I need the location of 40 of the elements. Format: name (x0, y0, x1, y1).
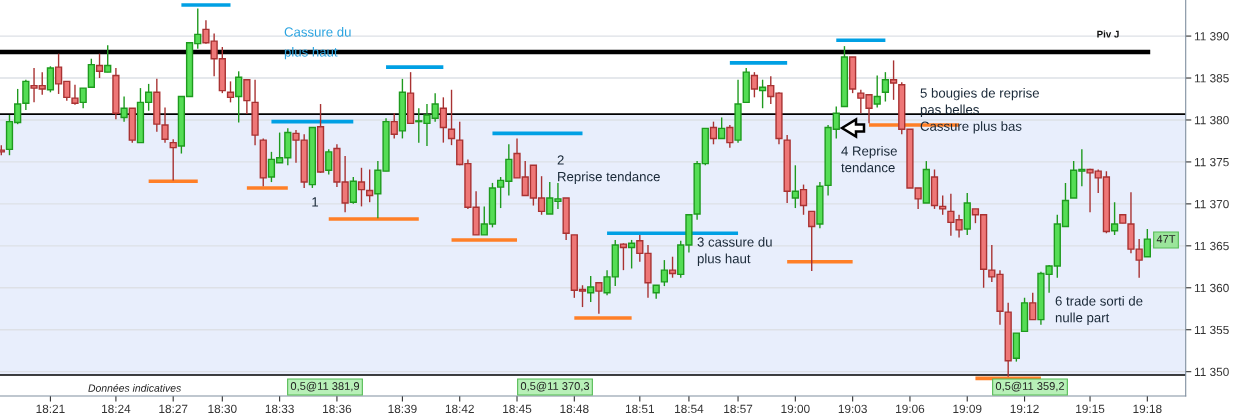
x-tick-label: 18:36 (323, 404, 352, 413)
x-tick-label: 18:57 (724, 404, 753, 413)
x-tick-label: 19:06 (896, 404, 925, 413)
x-tick-label: 18:42 (445, 404, 474, 413)
annotation: Données indicatives (88, 384, 182, 392)
annotation: 4 Reprise tendance (841, 146, 897, 173)
y-tick-label: 11 380 (1194, 116, 1229, 125)
x-tick-label: 19:03 (838, 404, 867, 413)
annotation: 0,5@11 370,3 (520, 381, 590, 392)
x-tick-label: 18:45 (503, 404, 532, 413)
x-tick-label: 18:39 (388, 404, 417, 413)
x-tick-label: 19:12 (1010, 404, 1039, 413)
annotation: 0,5@11 359,2 (995, 381, 1065, 392)
x-tick-label: 19:00 (781, 404, 810, 413)
x-tick-label: 18:30 (208, 404, 237, 413)
x-tick-label: 18:33 (265, 404, 294, 413)
y-tick-label: 11 355 (1194, 325, 1229, 335)
x-tick-label: 18:24 (102, 404, 131, 413)
x-tick-label: 19:09 (953, 404, 982, 413)
x-tick-label: 18:48 (560, 404, 589, 413)
y-tick-label: 11 375 (1194, 157, 1229, 167)
x-tick-label: 18:51 (625, 404, 654, 413)
ref-line-label: Piv J (1097, 30, 1119, 38)
annotation: 0,5@11 381,9 (290, 381, 360, 392)
y-tick-label: 11 370 (1194, 199, 1229, 209)
x-tick-label: 18:21 (36, 404, 65, 413)
y-tick-label: 11 360 (1194, 283, 1229, 293)
annotation: 2 Reprise tendance (557, 155, 660, 184)
x-tick-label: 18:27 (159, 404, 188, 413)
y-tick-label: 11 390 (1194, 32, 1229, 41)
annotation: 6 trade sorti de nulle part (1055, 296, 1143, 325)
annotation: 3 cassure du plus haut (697, 237, 772, 266)
x-tick-label: 19:18 (1133, 404, 1162, 413)
annotation: 1 (312, 197, 319, 207)
x-tick-label: 18:54 (675, 404, 704, 413)
y-tick-label: 11 350 (1194, 367, 1229, 377)
text: 47T (1156, 235, 1176, 243)
y-tick-label: 11 365 (1194, 241, 1229, 251)
x-tick-label: 19:15 (1076, 404, 1105, 413)
y-tick-label: 11 385 (1194, 74, 1229, 83)
